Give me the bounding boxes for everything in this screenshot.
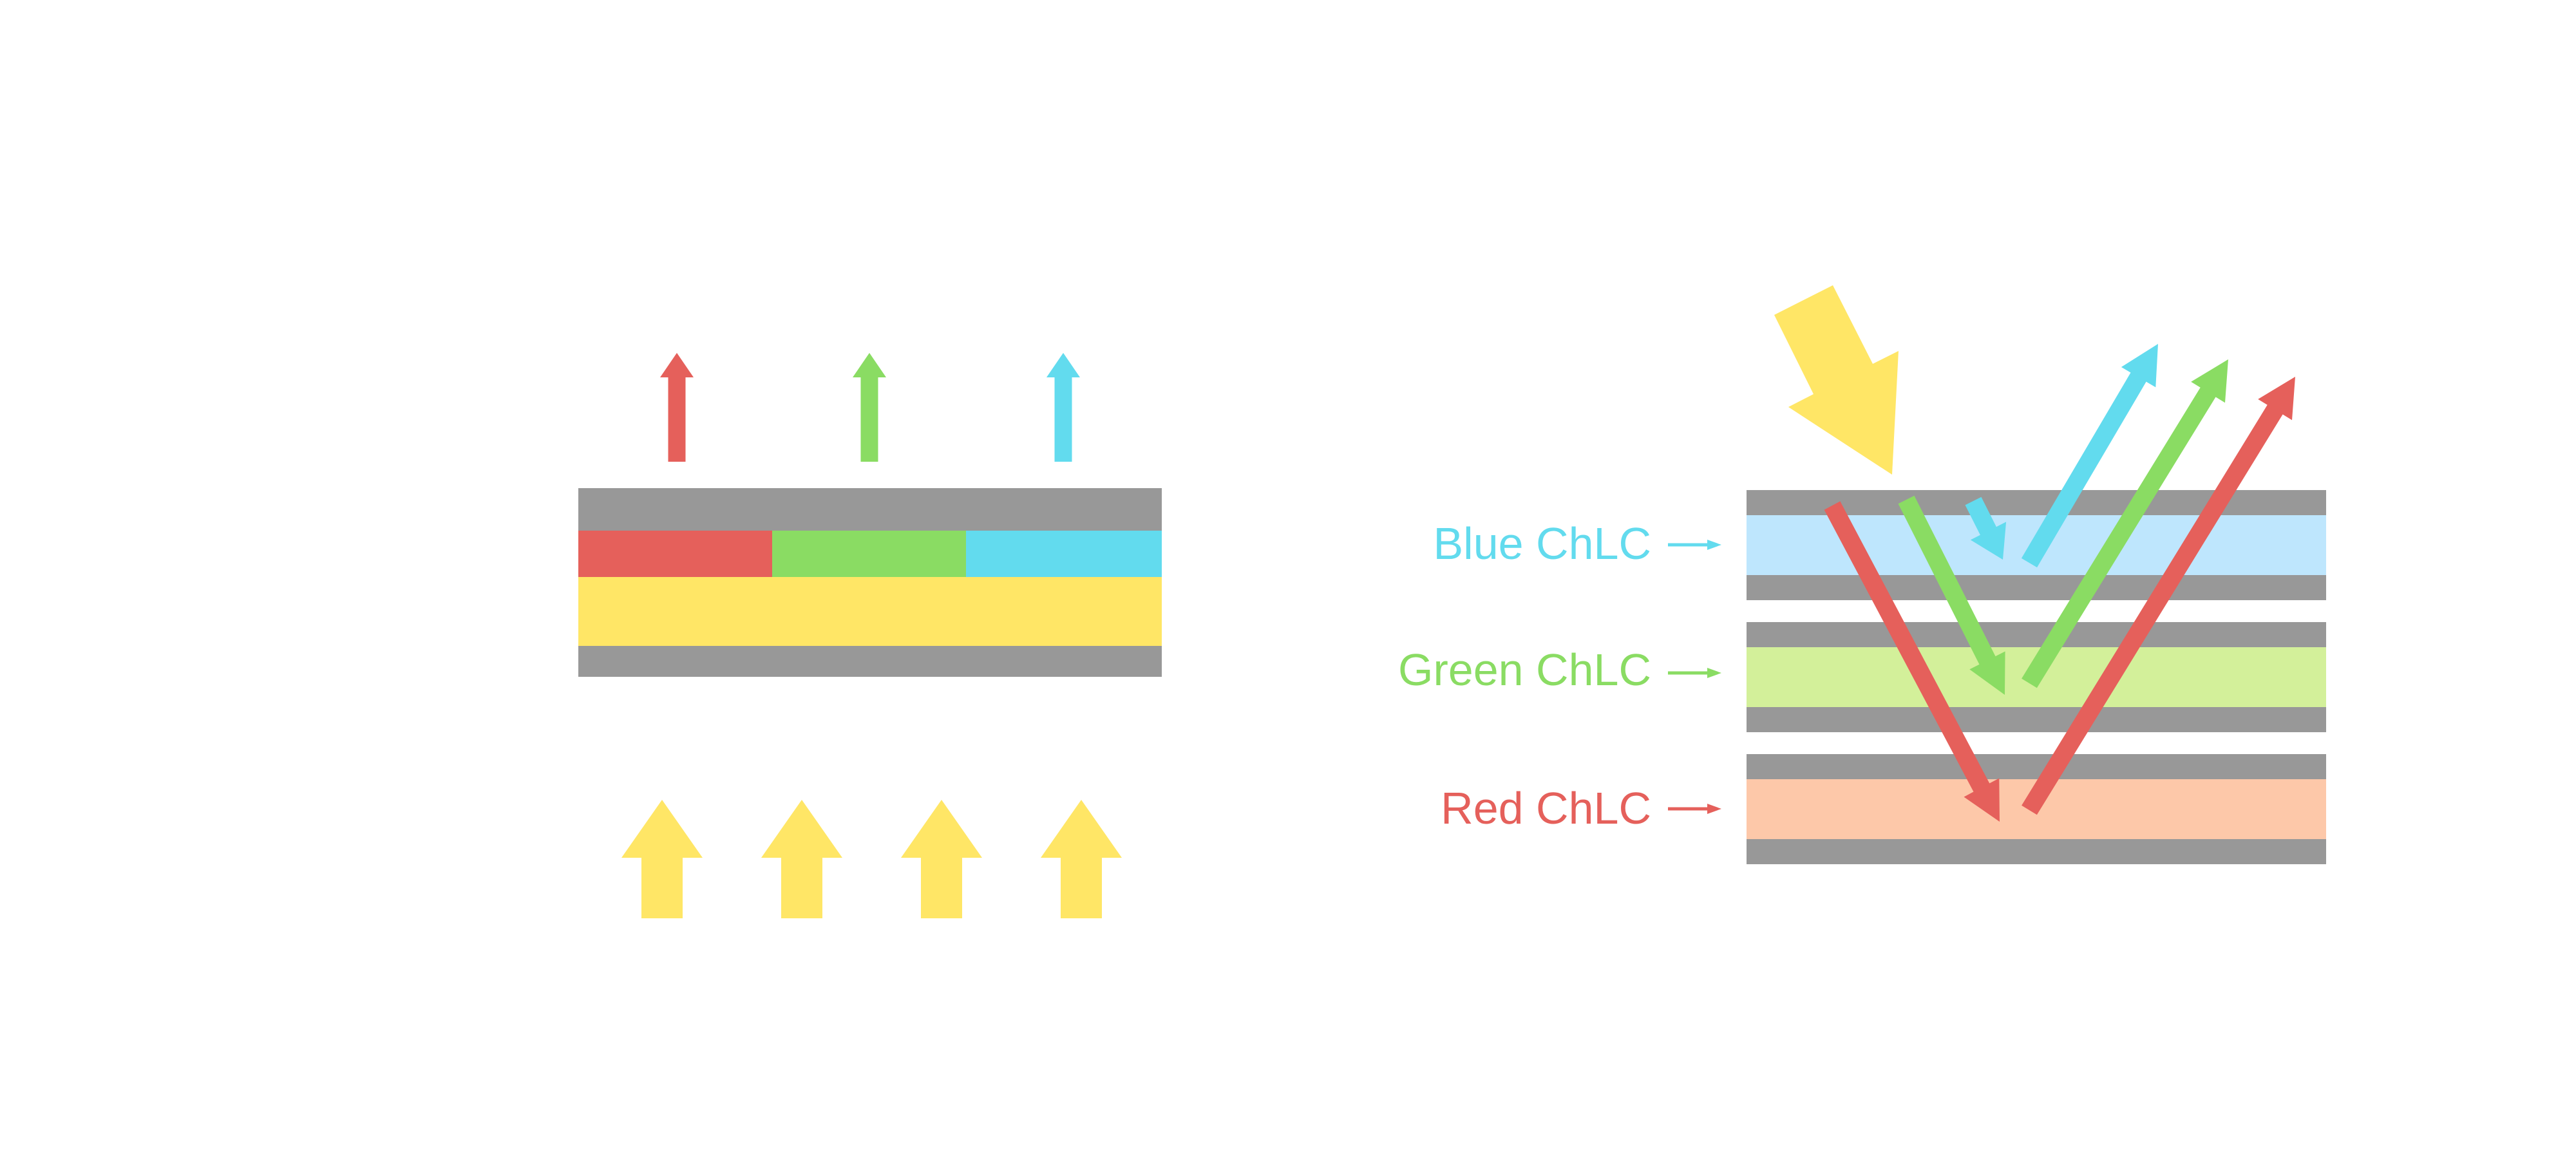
green-bottom-substrate <box>1747 707 2326 732</box>
green-chlc-label: Green ChLC <box>1398 645 1651 695</box>
bottom-substrate <box>578 646 1162 677</box>
green-filter <box>772 531 966 577</box>
cyan-filter <box>966 531 1162 577</box>
cyan-emission-arrow <box>1046 353 1080 462</box>
green-emission-arrow <box>853 353 886 462</box>
blue-bottom-substrate <box>1747 575 2326 600</box>
cyan-incident-arrow <box>1965 497 2007 560</box>
red-filter <box>578 531 772 577</box>
left-arrows <box>621 353 1122 918</box>
red-chlc-label: Red ChLC <box>1441 783 1651 833</box>
backlight-arrow-1 <box>621 800 703 918</box>
green-top-substrate <box>1747 622 2326 647</box>
incident-light-arrow <box>1774 285 1899 475</box>
red-label-pointer <box>1668 804 1721 814</box>
blue-label-pointer <box>1668 540 1721 550</box>
right-arrows <box>1824 344 2295 822</box>
red-emission-arrow <box>660 353 694 462</box>
backlight-layer <box>578 577 1162 646</box>
green-label-pointer <box>1668 668 1721 678</box>
backlight-arrow-3 <box>901 800 982 918</box>
top-substrate <box>578 488 1162 531</box>
red-incident-arrow <box>1824 501 2000 822</box>
red-top-substrate <box>1747 754 2326 779</box>
green-incident-arrow <box>1898 495 2005 695</box>
blue-chlc-label: Blue ChLC <box>1433 518 1651 569</box>
green-reflected-arrow <box>2022 359 2228 688</box>
backlight-arrow-4 <box>1041 800 1122 918</box>
red-bottom-substrate <box>1747 839 2326 864</box>
label-pointers <box>1668 540 1721 814</box>
backlight-arrow-2 <box>761 800 842 918</box>
red-reflected-arrow <box>2022 377 2295 815</box>
cyan-reflected-arrow <box>2021 344 2158 568</box>
emissive-display-stack <box>578 488 1162 677</box>
